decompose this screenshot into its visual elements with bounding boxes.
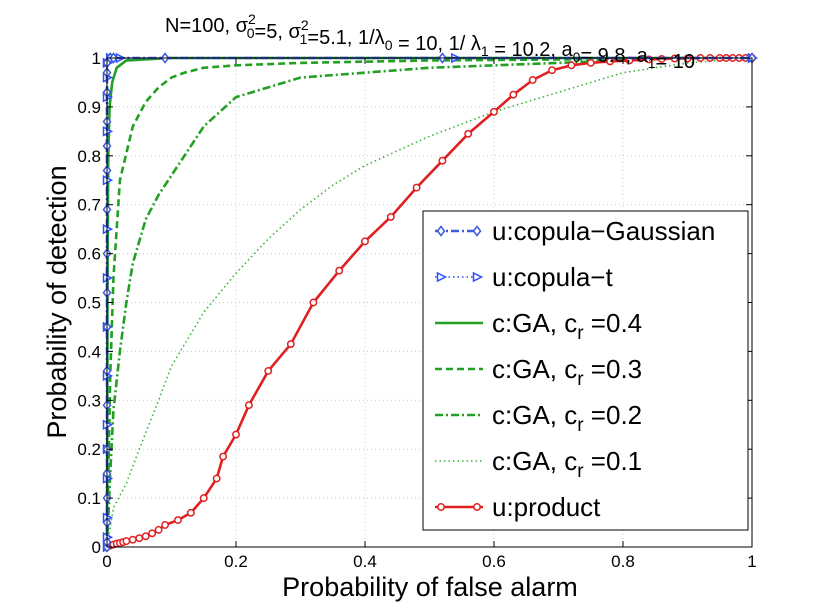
legend-marker <box>472 225 482 237</box>
legend-label: u:copula−t <box>492 262 613 292</box>
data-point <box>186 508 195 517</box>
data-point <box>219 452 228 461</box>
data-point <box>335 266 344 275</box>
x-tick-label: 1 <box>747 552 756 571</box>
series-4 <box>105 56 752 548</box>
series-line <box>105 56 753 548</box>
y-axis-label: Probability of detection <box>42 165 72 438</box>
data-point <box>212 474 221 483</box>
y-tick-label: 0.4 <box>77 342 101 361</box>
data-point <box>509 90 518 99</box>
data-point <box>264 367 273 375</box>
legend-item: c:GA, cr =0.3 <box>435 354 642 390</box>
data-point <box>309 298 318 307</box>
legend-marker <box>436 271 448 283</box>
data-point <box>161 521 170 529</box>
x-tick-label: 0.8 <box>611 552 635 571</box>
data-point <box>148 529 157 538</box>
y-tick-label: 0.1 <box>77 489 101 508</box>
legend-item: u:product <box>435 492 601 522</box>
legend-label: c:GA, cr =0.2 <box>492 400 642 436</box>
legend: u:copula−Gaussian u:copula−t c:GA, cr =0.4… <box>422 210 749 531</box>
legend-label: c:GA, cr =0.4 <box>492 308 642 344</box>
data-point <box>386 212 395 221</box>
data-point <box>141 532 150 541</box>
data-point <box>286 340 295 349</box>
legend-label: c:GA, cr =0.3 <box>492 354 642 390</box>
x-tick-label: 0.2 <box>224 552 248 571</box>
data-point <box>244 401 253 410</box>
data-point <box>128 535 137 544</box>
legend-item: c:GA, cr =0.1 <box>435 446 642 482</box>
y-tick-label: 0 <box>92 538 101 557</box>
data-point <box>567 61 576 70</box>
data-point <box>548 66 556 75</box>
x-tick-label: 0 <box>102 552 111 571</box>
tick-labels: 0 0.2 0.4 0.6 0.8 1 0 0.1 0.2 0.3 0.4 0.5 0.6 0.7 0.8 0… <box>77 49 756 571</box>
x-tick-label: 0.6 <box>482 552 506 571</box>
chart-title: N=100, σ2 0=5, σ2 1=5.1, 1/λ0 = 10, 1/ λ1 … <box>165 11 695 73</box>
legend-item: c:GA, cr =0.2 <box>435 400 642 436</box>
data-point <box>438 156 447 165</box>
y-tick-label: 0.9 <box>77 98 101 117</box>
legend-item: u:copula−Gaussian <box>435 216 715 246</box>
series-line <box>106 57 753 548</box>
series-3 <box>105 56 753 548</box>
y-tick-label: 0.6 <box>77 245 101 264</box>
data-point <box>122 537 131 546</box>
data-point <box>586 58 595 67</box>
data-point <box>154 525 163 534</box>
legend-marker <box>437 503 445 511</box>
data-point <box>412 183 421 192</box>
x-tick-label: 0.4 <box>353 552 377 571</box>
legend-item: c:GA, cr =0.4 <box>435 308 642 344</box>
data-point <box>174 516 182 525</box>
y-tick-label: 0.2 <box>77 440 101 459</box>
data-point <box>135 534 144 543</box>
series-5 <box>106 57 753 548</box>
data-point <box>490 107 498 116</box>
data-point <box>199 494 208 503</box>
legend-item: u:copula−t <box>435 262 613 292</box>
legend-marker <box>436 225 446 237</box>
y-tick-label: 0.5 <box>77 294 101 313</box>
legend-label: u:copula−Gaussian <box>492 216 715 246</box>
data-point <box>232 430 240 439</box>
legend-label: c:GA, cr =0.1 <box>492 446 642 482</box>
y-tick-label: 0.3 <box>77 391 101 410</box>
x-axis-label: Probability of false alarm <box>282 572 578 602</box>
y-tick-label: 1 <box>92 49 101 68</box>
y-tick-label: 0.7 <box>77 196 101 215</box>
data-point <box>361 237 369 246</box>
series-line <box>105 56 752 548</box>
y-tick-label: 0.8 <box>77 147 101 166</box>
data-point <box>528 76 537 84</box>
legend-label: u:product <box>492 492 601 522</box>
data-point <box>464 129 473 138</box>
legend-box <box>422 210 749 531</box>
legend-marker <box>473 503 481 511</box>
legend-marker <box>472 271 484 283</box>
